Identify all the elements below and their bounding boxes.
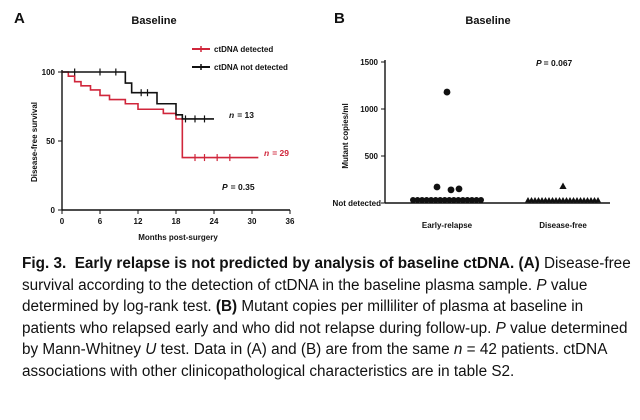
n-value: = 29 — [272, 148, 289, 158]
n-detected-annotation: n = 29 — [264, 148, 289, 158]
early-relapse-point — [414, 197, 421, 203]
n-not-detected-annotation: n = 13 — [229, 110, 254, 120]
y-tick-label: 50 — [46, 137, 55, 146]
panel-a-ylabel: Disease-free survival — [30, 102, 39, 182]
panel-a-xlabel: Months post-surgery — [138, 233, 218, 242]
early-relapse-point — [428, 197, 435, 203]
not-detected-tick-label: Not detected — [333, 199, 382, 208]
caption-a-ref: (A) — [518, 255, 540, 272]
panel-a-title: Baseline — [131, 15, 176, 27]
x-tick-label: 6 — [98, 217, 103, 226]
early-relapse-point — [464, 197, 471, 203]
panel-b-letter: B — [334, 10, 345, 27]
y-tick-label: 0 — [51, 206, 56, 215]
early-relapse-point — [441, 197, 448, 203]
x-tick-label: 0 — [60, 217, 65, 226]
legend-detected-label: ctDNA detected — [214, 45, 273, 54]
caption-text-5: test. Data in (A) and (B) are from the s… — [160, 341, 450, 359]
early-relapse-point — [455, 185, 463, 193]
p-symbol: P — [536, 58, 542, 68]
early-relapse-point — [447, 186, 455, 194]
early-relapse-point — [433, 183, 441, 191]
x-tick-label: 24 — [210, 217, 219, 226]
early-relapse-point — [446, 197, 453, 203]
early-relapse-point — [419, 197, 426, 203]
caption-p-symbol: P — [495, 319, 506, 337]
disease-free-point — [595, 197, 601, 203]
y-tick-label: 100 — [42, 68, 56, 77]
x-tick-label: 12 — [134, 217, 143, 226]
p-number: = 0.35 — [231, 182, 255, 192]
category-label: Disease-free — [539, 221, 587, 230]
early-relapse-point — [468, 197, 475, 203]
early-relapse-point — [432, 197, 439, 203]
early-relapse-point — [455, 197, 462, 203]
caption-text-4: value determined by Mann-Whitney — [22, 319, 628, 359]
caption-b-ref: (B) — [215, 298, 238, 316]
panel-b-points — [410, 88, 601, 203]
caption-fig-label: Fig. 3. — [22, 255, 67, 272]
caption-p-symbol: P — [536, 276, 547, 294]
panel-a-curves — [62, 68, 259, 162]
n-symbol: n — [229, 110, 234, 120]
x-tick-label: 18 — [172, 217, 181, 226]
caption-text-3: Mutant copies per milliliter of plasma a… — [22, 298, 584, 337]
legend-not-detected-label: ctDNA not detected — [214, 63, 288, 72]
x-tick-label: 30 — [248, 217, 257, 226]
panel-a-axes: 0 6 12 18 24 30 36 0 50 100 — [42, 68, 295, 226]
early-relapse-point — [410, 197, 416, 203]
panel-a-legend: ctDNA detected ctDNA not detected — [192, 45, 288, 72]
panel-b-p-value: P = 0.067 — [536, 58, 573, 68]
early-relapse-point — [423, 197, 430, 203]
panel-b-axes: 500 1000 1500 Early-relapse Disease-free — [360, 58, 610, 230]
n-symbol: n — [264, 148, 269, 158]
early-relapse-point — [473, 197, 480, 203]
caption-n-symbol: n — [453, 341, 463, 359]
ctdna-not-detected-curve — [62, 71, 214, 120]
early-relapse-point — [478, 197, 484, 203]
early-relapse-point — [443, 88, 451, 96]
early-relapse-point — [450, 197, 457, 203]
caption-u-symbol: U — [145, 341, 157, 359]
p-number: = 0.067 — [544, 58, 573, 68]
x-tick-label: 36 — [286, 217, 295, 226]
ctdna-detected-curve — [62, 71, 259, 159]
panel-b-ylabel: Mutant copies/ml — [341, 103, 350, 168]
figure-canvas: A Baseline Disease-free survival Months … — [14, 10, 610, 242]
disease-free-point — [559, 182, 567, 189]
early-relapse-point — [459, 197, 466, 203]
caption-text-6: = 42 patients. ctDNA associations with o… — [22, 341, 607, 380]
caption-fig-title: Early relapse is not predicted by analys… — [74, 255, 515, 272]
panel-b-title: Baseline — [465, 15, 510, 27]
figure-caption: Fig. 3. Early relapse is not predicted b… — [22, 253, 634, 383]
y-tick-label: 1500 — [360, 58, 378, 67]
early-relapse-point — [437, 197, 444, 203]
y-tick-label: 1000 — [360, 105, 378, 114]
caption-text-2: value determined by log-rank test. — [22, 276, 588, 316]
category-label: Early-relapse — [422, 221, 473, 230]
p-symbol: P — [222, 182, 228, 192]
y-tick-label: 500 — [365, 152, 379, 161]
caption-text-1: Disease-free survival according to the d… — [22, 255, 631, 294]
n-value: = 13 — [237, 110, 254, 120]
panel-a-letter: A — [14, 10, 25, 27]
panel-a-p-value: P = 0.35 — [222, 182, 255, 192]
